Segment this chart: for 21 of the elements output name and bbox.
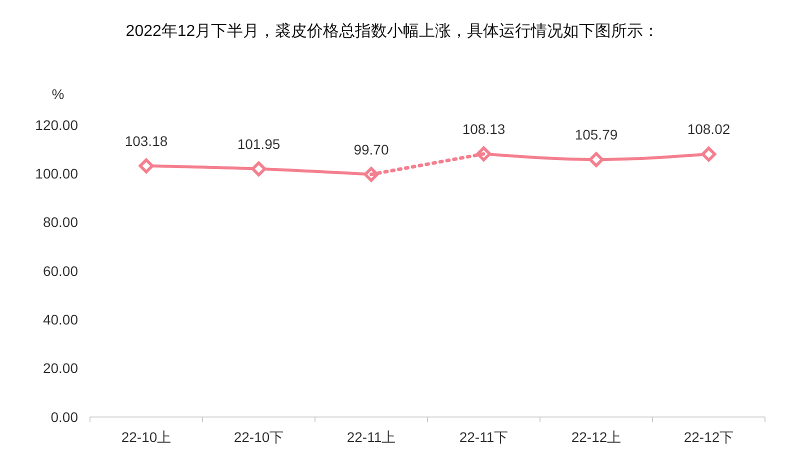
- y-tick-label: 40.00: [42, 312, 78, 328]
- x-tick-label: 22-10下: [234, 429, 284, 445]
- x-tick-label: 22-10上: [121, 429, 172, 445]
- x-tick-label: 22-12下: [684, 429, 734, 445]
- chart-title: 2022年12月下半月，裘皮价格总指数小幅上涨，具体运行情况如下图所示：: [126, 22, 660, 40]
- y-axis-title: %: [52, 86, 64, 102]
- y-tick-label: 20.00: [42, 360, 78, 376]
- data-label: 101.95: [237, 136, 280, 152]
- data-label: 105.79: [574, 126, 618, 143]
- data-label: 108.02: [687, 121, 730, 138]
- y-tick-label: 100.00: [35, 166, 78, 182]
- data-label: 99.70: [354, 141, 389, 158]
- y-tick-label: 80.00: [42, 214, 78, 230]
- data-label: 108.13: [462, 120, 506, 137]
- y-tick-label: 0.00: [50, 408, 78, 425]
- y-tick-label: 120.00: [35, 116, 78, 133]
- x-tick-label: 22-11上: [346, 429, 396, 445]
- y-tick-label: 60.00: [42, 262, 78, 279]
- x-tick-label: 22-12上: [571, 429, 622, 445]
- data-label: 103.18: [124, 132, 168, 149]
- x-tick-label: 22-11下: [459, 429, 508, 445]
